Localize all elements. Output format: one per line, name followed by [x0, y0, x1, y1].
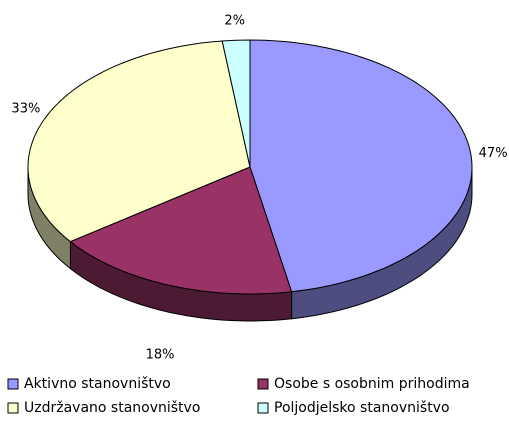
data-label: 2%	[224, 14, 245, 29]
legend-swatch	[257, 402, 269, 414]
data-label: 18%	[146, 347, 175, 362]
legend-label: Poljodjelsko stanovništvo	[274, 400, 450, 416]
pie-slice	[69, 166, 293, 295]
legend-label: Osobe s osobnim prihodima	[274, 376, 470, 392]
legend-label: Uzdržavano stanovništvo	[24, 400, 200, 416]
pie-slice	[249, 39, 473, 293]
pie-slice	[27, 40, 251, 243]
legend-swatch	[7, 402, 19, 414]
data-label: 47%	[479, 146, 508, 161]
legend-label: Aktivno stanovništvo	[24, 376, 171, 392]
legend-swatch	[7, 378, 19, 390]
legend-swatch	[257, 378, 269, 390]
data-label: 33%	[11, 101, 40, 116]
pie-slice	[221, 39, 251, 168]
